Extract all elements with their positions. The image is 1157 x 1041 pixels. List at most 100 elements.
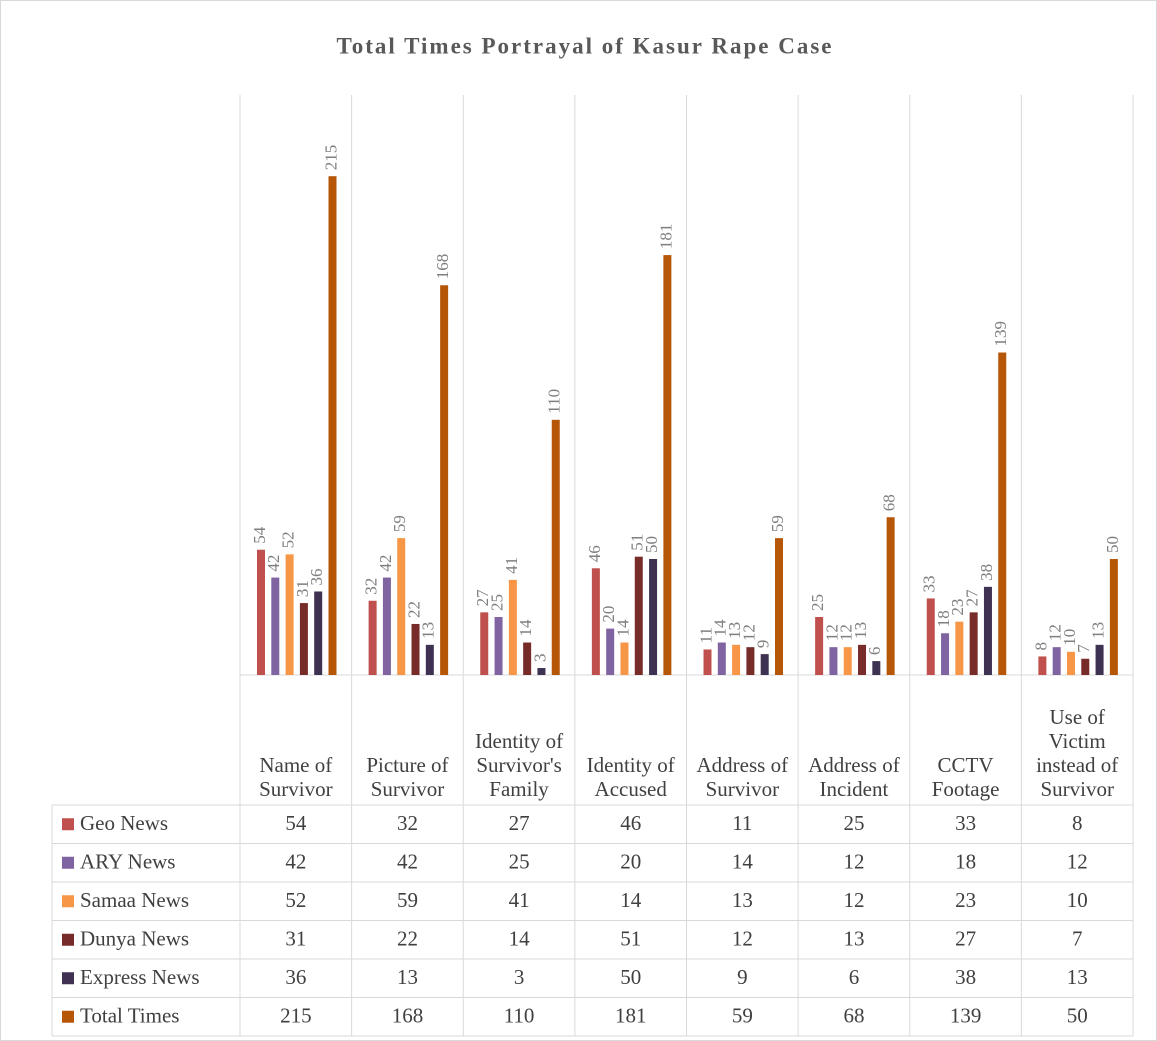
value-label: 139 [991, 321, 1010, 347]
x-tick-label-box: Picture of Survivor [366, 753, 449, 801]
table-cell: 46 [620, 811, 641, 835]
table-cell: 25 [509, 850, 530, 874]
table-cell: 33 [955, 811, 976, 835]
value-label: 52 [279, 531, 298, 548]
legend-key [62, 818, 74, 831]
value-label: 22 [404, 601, 423, 618]
value-label: 14 [711, 619, 730, 637]
value-label: 38 [977, 564, 996, 581]
value-label: 12 [837, 624, 856, 641]
bar [1052, 647, 1061, 675]
bar [746, 647, 755, 675]
value-label: 8 [1031, 642, 1050, 651]
value-label: 13 [1088, 622, 1107, 639]
bar [1095, 644, 1104, 675]
value-label: 3 [530, 654, 549, 663]
bar [508, 579, 517, 675]
value-label: 68 [880, 494, 899, 511]
table-cell: 11 [732, 811, 752, 835]
bar [1038, 656, 1047, 675]
table-cell: 14 [620, 888, 642, 912]
table-cell: 168 [392, 1004, 424, 1028]
table-cell: 36 [285, 965, 306, 989]
value-label: 12 [822, 624, 841, 641]
table-cell: 42 [285, 850, 306, 874]
table-cell: 13 [843, 927, 864, 951]
bar [411, 623, 420, 675]
value-label: 51 [628, 534, 647, 551]
x-tick-label: Address of Survivor [696, 753, 789, 801]
value-label: 12 [1046, 624, 1065, 641]
bar [649, 559, 658, 675]
value-label: 14 [613, 619, 632, 637]
bar [717, 642, 726, 675]
table-cell: 18 [955, 850, 976, 874]
table-cell: 8 [1072, 811, 1083, 835]
table-cell: 20 [620, 850, 641, 874]
value-label: 23 [948, 599, 967, 616]
table-cell: 13 [1067, 965, 1088, 989]
bar [926, 598, 935, 675]
x-tick-label-box: Address of Survivor [696, 753, 789, 801]
bar [551, 419, 560, 675]
value-label: 50 [1103, 536, 1122, 553]
table-cell: 12 [843, 850, 864, 874]
value-label: 25 [808, 594, 827, 611]
value-label: 13 [851, 622, 870, 639]
table-cell: 14 [732, 850, 754, 874]
table-cell: 181 [615, 1004, 647, 1028]
x-tick-label: Picture of Survivor [366, 753, 449, 801]
bar [983, 586, 992, 675]
bar [440, 285, 449, 675]
bar [760, 654, 769, 675]
bar [941, 633, 950, 675]
legend-label: Samaa News [80, 888, 189, 912]
x-tick-label-box: Use of Victim instead of Survivor [1036, 705, 1119, 801]
bar [886, 517, 895, 675]
bar [732, 644, 741, 675]
legend-label: Dunya News [80, 927, 189, 951]
bar [537, 668, 546, 675]
table-cell: 50 [1067, 1004, 1088, 1028]
bar [815, 617, 824, 675]
value-label: 42 [264, 555, 283, 572]
table-cell: 25 [843, 811, 864, 835]
table-cell: 52 [285, 888, 306, 912]
table-cell: 42 [397, 850, 418, 874]
value-label: 46 [585, 545, 604, 562]
value-label: 41 [502, 557, 521, 574]
table-cell: 139 [950, 1004, 982, 1028]
bar [634, 556, 643, 675]
bar [1109, 559, 1118, 675]
bar [494, 617, 503, 675]
table-cell: 51 [620, 927, 641, 951]
table-cell: 110 [504, 1004, 535, 1028]
x-tick-label: Use of Victim instead of Survivor [1036, 705, 1119, 801]
value-label: 6 [865, 647, 884, 656]
value-label: 33 [920, 575, 939, 592]
table-cell: 68 [843, 1004, 864, 1028]
bar [663, 255, 672, 675]
value-label: 36 [307, 568, 326, 585]
value-label: 31 [293, 580, 312, 597]
table-cell: 13 [397, 965, 418, 989]
value-label: 9 [754, 640, 773, 649]
value-label: 27 [473, 589, 492, 607]
value-label: 10 [1060, 629, 1079, 646]
x-tick-label: Identity of Accused [586, 753, 675, 801]
bar [480, 612, 489, 675]
legend-key [62, 856, 74, 869]
bar [620, 642, 629, 675]
bar [285, 554, 294, 675]
legend-label: Geo News [80, 811, 168, 835]
bar [775, 538, 783, 675]
bar [829, 647, 838, 675]
value-label: 54 [250, 526, 269, 544]
table-cell: 12 [732, 927, 753, 951]
legend-key [62, 933, 74, 946]
table-cell: 50 [620, 965, 641, 989]
bar [591, 568, 600, 675]
table-cell: 9 [737, 965, 748, 989]
chart-title: Total Times Portrayal of Kasur Rape Case [337, 33, 834, 58]
